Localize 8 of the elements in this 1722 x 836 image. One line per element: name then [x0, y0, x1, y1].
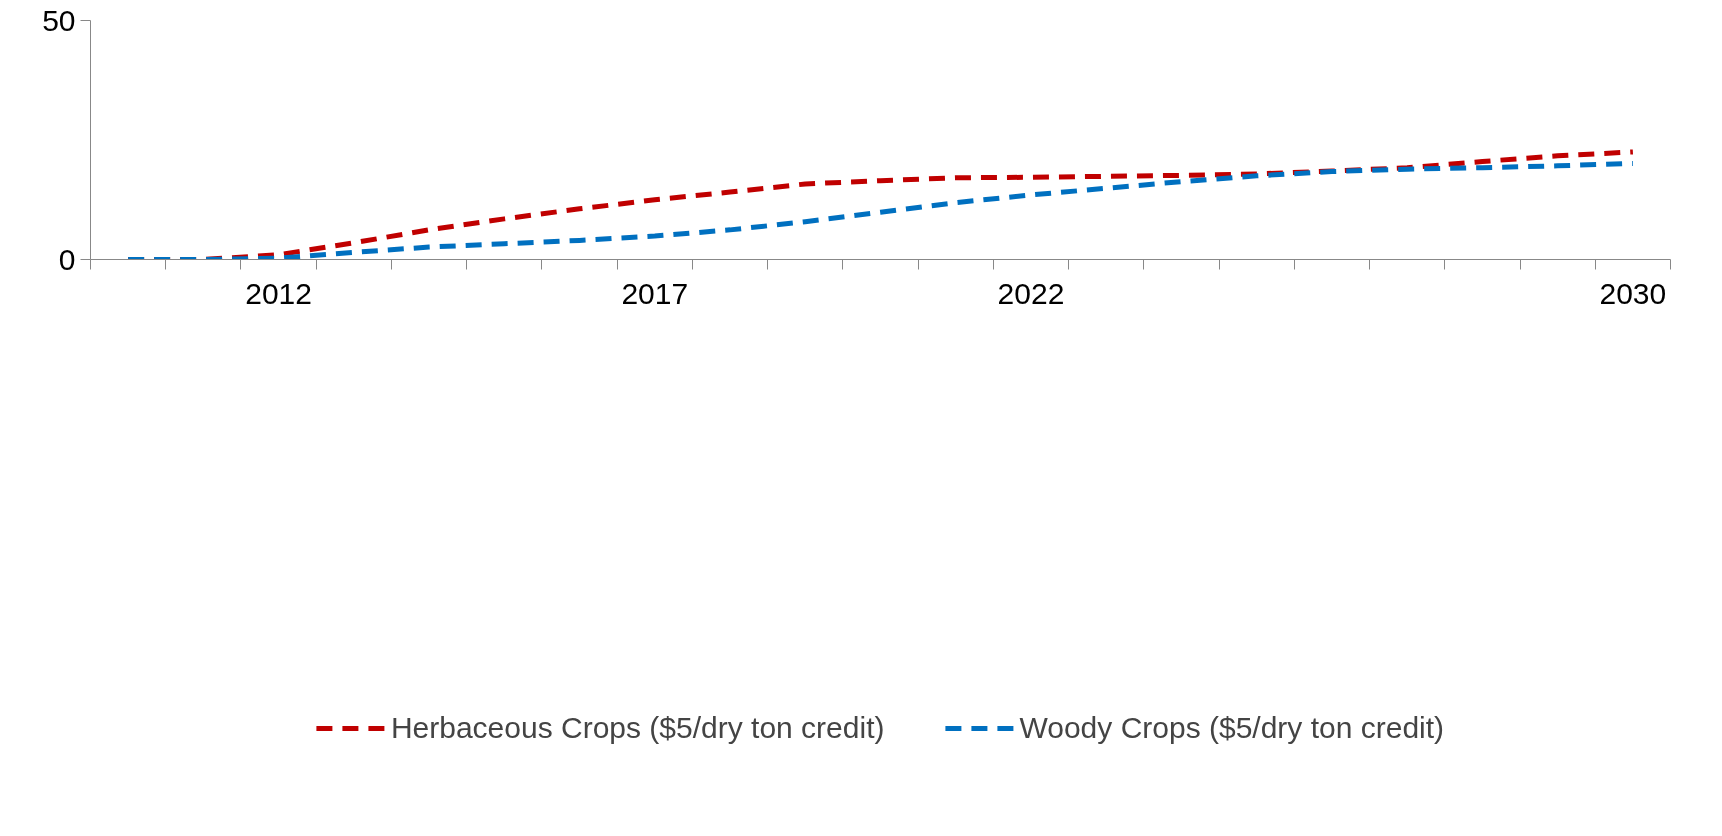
- x-tick-label: 2012: [245, 276, 312, 310]
- y-tick-label: 50: [42, 3, 76, 37]
- legend-label: Herbaceous Crops ($5/dry ton credit): [390, 711, 885, 745]
- x-tick-label: 2030: [1599, 276, 1667, 310]
- x-tick-label: 2017: [621, 276, 689, 310]
- x-tick-label: 2022: [997, 276, 1065, 310]
- y-tick-label: 0: [58, 242, 76, 276]
- legend-label: Woody Crops ($5/dry ton credit): [1019, 711, 1445, 745]
